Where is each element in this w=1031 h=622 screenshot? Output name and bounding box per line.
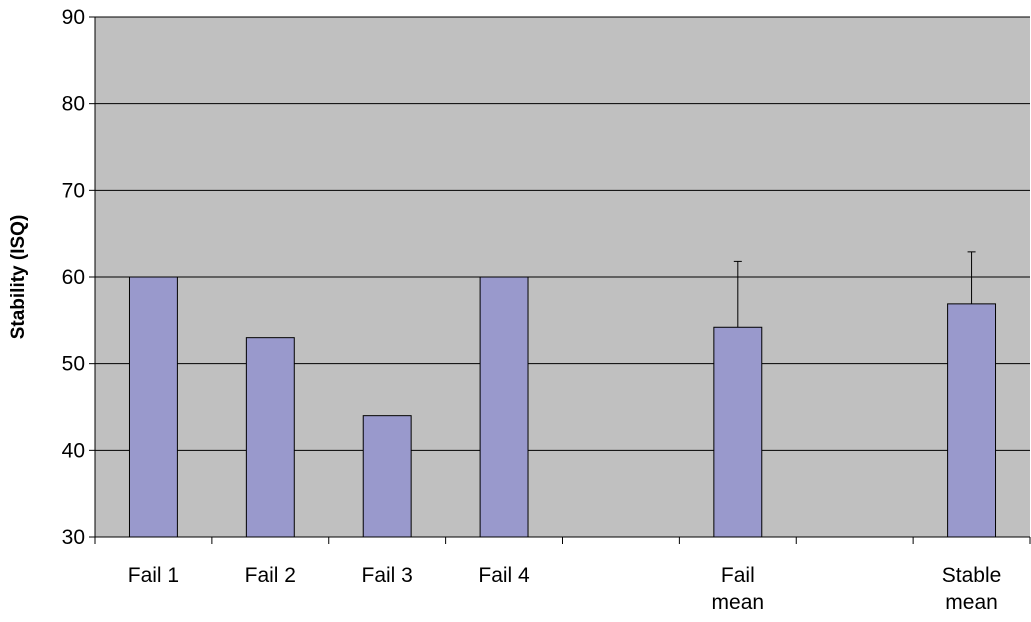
y-tick-label: 60: [62, 266, 85, 289]
bar: [947, 303, 997, 538]
error-bars: [733, 251, 976, 328]
x-tick-label: Fail: [721, 564, 755, 587]
bar: [128, 276, 178, 538]
x-axis-ticks: Fail 1 Fail 2 Fail 3 Fail 4 Fail mean Stable me…: [94, 537, 1031, 614]
y-tick-label: 40: [62, 439, 85, 462]
x-tick-label: Fail 4: [478, 564, 530, 587]
x-tick-label: Fail 2: [245, 564, 296, 587]
y-tick-label: 90: [62, 6, 85, 29]
x-tick-label: mean: [712, 591, 765, 614]
bar: [362, 415, 412, 538]
bars: [128, 276, 997, 538]
x-tick-label: Fail 3: [362, 564, 413, 587]
x-tick-label: Stable: [942, 564, 1002, 587]
y-tick-label: 70: [62, 179, 85, 202]
y-tick-label: 50: [62, 353, 85, 376]
y-axis-ticks: 30 40 50 60 70 80 90: [62, 6, 95, 549]
x-tick-label: Fail 1: [128, 564, 179, 587]
x-tick-label: mean: [945, 591, 998, 614]
y-tick-label: 30: [62, 526, 85, 549]
bar: [479, 276, 529, 538]
bar: [713, 326, 763, 538]
bar: [245, 337, 295, 538]
y-tick-label: 80: [62, 93, 85, 116]
y-axis-title: Stability (ISQ): [8, 215, 29, 340]
